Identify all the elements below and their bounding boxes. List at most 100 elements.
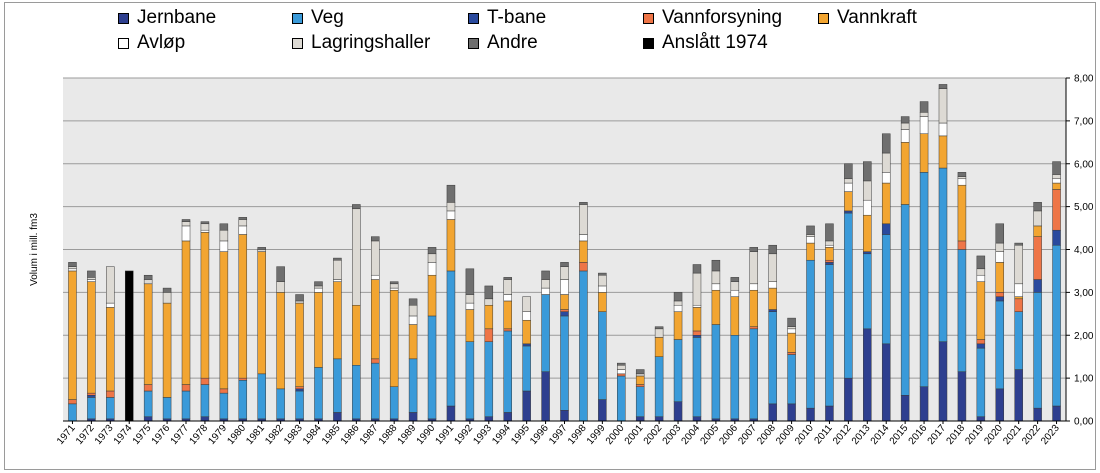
legend-label-anslatt-1974: Anslått 1974 <box>662 32 768 53</box>
x-tick-label: 1992 <box>452 423 475 447</box>
bar-segment-t-bane-1995 <box>522 343 531 347</box>
bar-segment-lagringshaller-1991 <box>446 202 456 212</box>
bar-segment-vannkraft-1994 <box>503 300 512 330</box>
x-tick-label: 1975 <box>131 423 154 447</box>
bar-segment-avlop-1992 <box>465 302 475 310</box>
bar-segment-avlop-1980 <box>238 225 248 235</box>
bar-segment-t-bane-2004 <box>692 335 702 338</box>
bar-segment-avlop-1988 <box>389 287 399 291</box>
bar-segment-vannkraft-1995 <box>522 319 531 345</box>
bar-segment-avlop-2003 <box>673 304 683 312</box>
bar-segment-avlop-2011 <box>825 244 834 248</box>
bar-segment-t-bane-2020 <box>995 296 1005 302</box>
bar-segment-andre-1994 <box>503 277 512 280</box>
bar-segment-avlop-1999 <box>598 285 607 293</box>
bar-segment-vannforsyning-2018 <box>957 240 967 250</box>
bar-segment-andre-1977 <box>181 219 191 222</box>
bar-segment-andre-2004 <box>692 264 702 274</box>
bar-segment-vannkraft-2017 <box>938 135 948 169</box>
bar-segment-andre-2008 <box>768 244 777 255</box>
legend-item-veg: Veg <box>292 7 344 29</box>
bar-segment-andre-1987 <box>371 236 380 242</box>
bar-segment-lagringshaller-1972 <box>87 277 96 280</box>
bar-segment-andre-1971 <box>68 262 77 267</box>
bar-segment-avlop-2013 <box>863 199 872 216</box>
bar-segment-andre-2019 <box>976 255 986 270</box>
legend-label-andre: Andre <box>487 32 538 53</box>
bar-segment-jernbane-2022 <box>1033 407 1042 422</box>
bar-segment-t-bane-2019 <box>976 343 986 349</box>
bar-segment-veg-1977 <box>181 390 191 420</box>
bar-segment-lagringshaller-2002 <box>654 328 664 338</box>
bar-segment-vannkraft-2008 <box>768 287 777 310</box>
legend-item-jernbane: Jernbane <box>118 7 216 29</box>
bar-segment-vannkraft-2002 <box>654 337 664 357</box>
x-tick-label: 1996 <box>528 423 551 447</box>
y-tick-label: 4,00 <box>1074 245 1094 256</box>
bar-segment-vannkraft-1985 <box>333 281 342 360</box>
bar-segment-veg-1975 <box>143 390 153 417</box>
bar-segment-vannforsyning-2000 <box>617 373 626 377</box>
bar-segment-vannkraft-1987 <box>371 279 380 360</box>
x-tick-label: 1972 <box>74 423 97 447</box>
bar-segment-andre-1980 <box>238 217 248 220</box>
bar-segment-avlop-1973 <box>106 302 115 308</box>
x-tick-label: 1986 <box>339 423 362 447</box>
bar-segment-vannkraft-1978 <box>200 232 210 379</box>
bar-segment-andre-1991 <box>446 184 456 203</box>
bar-segment-jernbane-2014 <box>881 343 891 422</box>
bar-segment-jernbane-2021 <box>1014 369 1023 422</box>
x-tick-label: 2000 <box>604 423 627 447</box>
bar-segment-andre-2010 <box>806 225 815 235</box>
x-tick-label: 2009 <box>774 423 797 447</box>
bar-segment-t-bane-2023 <box>1052 229 1061 246</box>
bar-segment-jernbane-2002 <box>654 416 664 422</box>
bar-segment-lagringshaller-2022 <box>1033 210 1042 227</box>
x-tick-label: 2003 <box>661 423 684 447</box>
legend-label-lagringshaller: Lagringshaller <box>311 32 431 53</box>
legend-swatch-veg <box>292 12 303 24</box>
bar-segment-veg-1971 <box>68 403 77 422</box>
bar-segment-avlop-2019 <box>976 274 986 282</box>
bar-segment-andre-1986 <box>352 204 361 210</box>
bar-segment-jernbane-2008 <box>768 403 777 422</box>
legend-swatch-lagringshaller <box>292 37 303 49</box>
bar-segment-vannforsyning-1975 <box>143 384 153 392</box>
bars <box>68 84 1061 422</box>
bar-segment-lagringshaller-2010 <box>806 234 815 237</box>
bar-segment-lagringshaller-1978 <box>200 223 210 231</box>
x-tick-label: 2017 <box>926 423 949 447</box>
x-tick-label: 1993 <box>471 423 494 447</box>
bar-segment-vannforsyning-2001 <box>635 384 645 387</box>
y-tick-label: 0,00 <box>1074 417 1094 428</box>
bar-segment-vannkraft-1979 <box>219 251 229 390</box>
bar-segment-jernbane-1975 <box>143 416 153 422</box>
legend-item-avlop: Avløp <box>118 32 185 54</box>
bar-segment-jernbane-2017 <box>938 341 948 422</box>
bar-segment-veg-1990 <box>427 315 437 420</box>
legend-item-t-bane: T-bane <box>468 7 546 29</box>
bar-segment-vannkraft-1992 <box>465 309 475 342</box>
bar-segment-avlop-1971 <box>68 268 77 272</box>
x-tick-label: 1981 <box>244 423 267 447</box>
bar-segment-andre-2001 <box>635 369 645 375</box>
x-tick-label: 1998 <box>566 423 589 447</box>
bar-segment-jernbane-1993 <box>484 416 494 422</box>
bar-segment-vannkraft-2003 <box>673 311 683 340</box>
bar-segment-vannforsyning-1978 <box>200 377 210 385</box>
x-tick-label: 2023 <box>1039 423 1062 447</box>
bar-segment-t-bane-2022 <box>1033 279 1042 293</box>
bar-segment-andre-2006 <box>730 277 740 282</box>
bar-segment-andre-1990 <box>427 247 437 255</box>
bar-segment-veg-1985 <box>333 358 342 413</box>
bar-segment-veg-1978 <box>200 384 210 417</box>
bar-segment-avlop-2018 <box>957 178 967 186</box>
bar-segment-andre-2011 <box>825 223 834 242</box>
bar-segment-andre-1983 <box>295 294 304 302</box>
bar-segment-veg-2006 <box>730 335 740 420</box>
bar-segment-avlop-2005 <box>711 283 721 291</box>
bar-segment-veg-1987 <box>371 362 380 420</box>
x-tick-label: 2006 <box>717 423 740 447</box>
x-tick-label: 2012 <box>831 423 854 447</box>
bar-segment-lagringshaller-1988 <box>389 283 399 289</box>
